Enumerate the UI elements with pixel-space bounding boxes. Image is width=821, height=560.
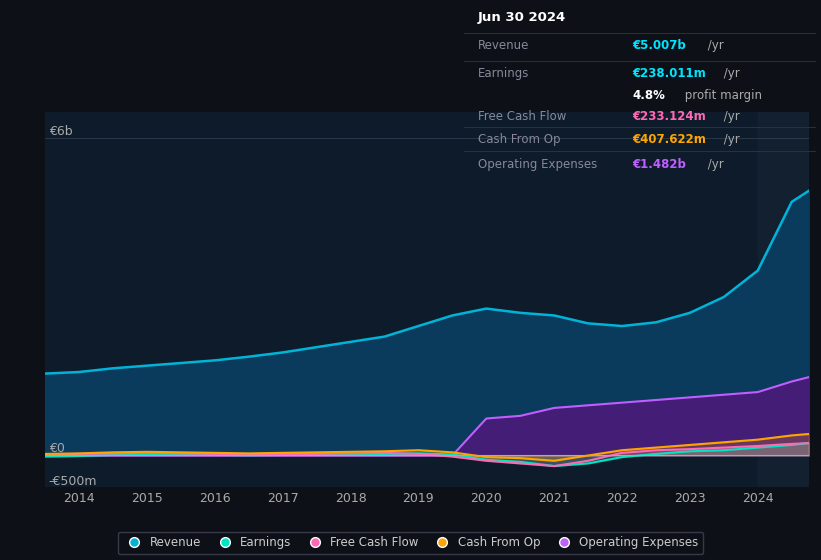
Text: profit margin: profit margin xyxy=(681,88,762,102)
Text: €238.011m: €238.011m xyxy=(632,67,706,80)
Text: /yr: /yr xyxy=(720,110,740,123)
Bar xyxy=(758,112,809,487)
Text: €0: €0 xyxy=(48,442,64,455)
Text: Jun 30 2024: Jun 30 2024 xyxy=(478,11,566,24)
Text: Operating Expenses: Operating Expenses xyxy=(478,158,597,171)
Text: /yr: /yr xyxy=(720,67,740,80)
Text: Earnings: Earnings xyxy=(478,67,530,80)
Text: €1.482b: €1.482b xyxy=(632,158,686,171)
Text: Revenue: Revenue xyxy=(478,39,530,52)
Text: Free Cash Flow: Free Cash Flow xyxy=(478,110,566,123)
Legend: Revenue, Earnings, Free Cash Flow, Cash From Op, Operating Expenses: Revenue, Earnings, Free Cash Flow, Cash … xyxy=(118,531,703,554)
Text: -€500m: -€500m xyxy=(48,475,97,488)
Text: /yr: /yr xyxy=(704,39,724,52)
Text: €233.124m: €233.124m xyxy=(632,110,706,123)
Text: €407.622m: €407.622m xyxy=(632,133,706,146)
Text: /yr: /yr xyxy=(704,158,724,171)
Text: /yr: /yr xyxy=(720,133,740,146)
Text: €6b: €6b xyxy=(48,125,72,138)
Text: Cash From Op: Cash From Op xyxy=(478,133,561,146)
Text: 4.8%: 4.8% xyxy=(632,88,665,102)
Text: €5.007b: €5.007b xyxy=(632,39,686,52)
